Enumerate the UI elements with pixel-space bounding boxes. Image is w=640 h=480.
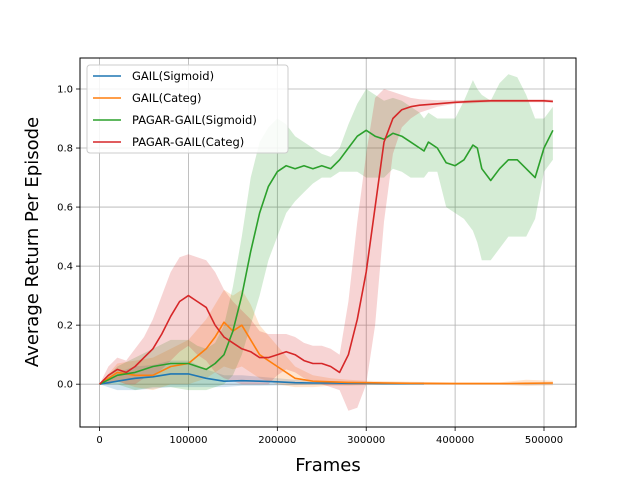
y-axis-label: Average Return Per Episode <box>22 117 43 367</box>
y-tick-label: 0.4 <box>57 262 73 273</box>
legend: GAIL(Sigmoid) GAIL(Categ) PAGAR-GAIL(Sigmo… <box>86 64 289 154</box>
x-tick-label: 200000 <box>258 435 296 446</box>
legend-label-pagar-gail-categ: PAGAR-GAIL(Categ) <box>132 135 244 149</box>
y-tick-label: 1.0 <box>57 84 73 95</box>
band-pagar-gail-categ <box>99 89 553 411</box>
x-tick-label: 500000 <box>525 435 563 446</box>
legend-label-gail-sigmoid: GAIL(Sigmoid) <box>132 69 214 83</box>
legend-box <box>86 64 289 154</box>
x-tick-label: 0 <box>96 435 102 446</box>
series-line-gail-categ <box>99 321 553 385</box>
x-tick-label: 100000 <box>169 435 207 446</box>
legend-label-pagar-gail-sigmoid: PAGAR-GAIL(Sigmoid) <box>132 113 257 127</box>
x-axis-label: Frames <box>295 455 360 476</box>
plot-frame <box>79 57 577 428</box>
x-axis-ticks: 0 100000 200000 300000 400000 500000 <box>96 427 563 446</box>
series-lines <box>99 100 554 385</box>
y-axis-ticks: 0.0 0.2 0.4 0.6 0.8 1.0 <box>57 84 80 391</box>
x-tick-label: 300000 <box>347 435 385 446</box>
y-tick-label: 0.0 <box>57 380 73 391</box>
x-tick-label: 400000 <box>436 435 474 446</box>
series-line-pagar-gail-sigmoid <box>99 129 554 385</box>
series-line-pagar-gail-categ <box>99 100 553 385</box>
legend-label-gail-categ: GAIL(Categ) <box>132 91 202 105</box>
y-tick-label: 0.2 <box>57 321 73 332</box>
y-tick-label: 0.6 <box>57 203 73 214</box>
y-tick-label: 0.8 <box>57 144 73 155</box>
